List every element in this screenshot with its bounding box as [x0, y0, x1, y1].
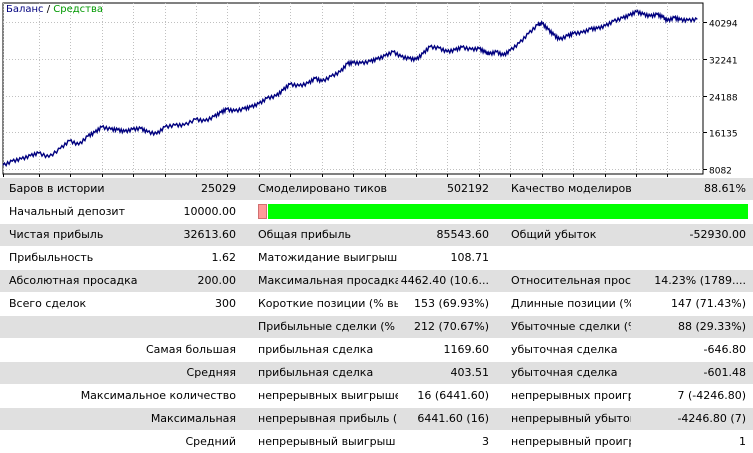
- report-label: Начальный депозит: [9, 205, 125, 218]
- report-label: непрерывная прибыль (чи...: [258, 412, 398, 425]
- report-value: 200.00: [197, 274, 237, 287]
- report-value: 32613.60: [183, 228, 237, 241]
- y-tick-label: 24188: [709, 94, 738, 104]
- report-value: 3: [482, 435, 489, 448]
- report-row: Прибыльность 1.62 Матожидание выигрыша 108.…: [0, 247, 753, 269]
- report-label: прибыльная сделка: [258, 343, 374, 356]
- report-value: -601.48: [703, 366, 746, 379]
- report-value: 14.23% (1789....: [654, 274, 746, 287]
- report-label: непрерывный выигрыш: [258, 435, 396, 448]
- report-row: Прибыльные сделки (% о... 212 (70.67%) Убы…: [0, 316, 753, 338]
- report-label: Длинные позиции (% вы...: [511, 297, 631, 310]
- report-row: Баров в истории 25029 Смоделировано тиков 5…: [0, 178, 753, 200]
- report-value: 16 (6441.60): [417, 389, 489, 402]
- report-label: Чистая прибыль: [9, 228, 104, 241]
- report-label: Общая прибыль: [258, 228, 351, 241]
- report-label: Абсолютная просадка: [9, 274, 138, 287]
- y-tick-label: 32241: [709, 57, 738, 67]
- legend-equity: Средства: [53, 4, 104, 15]
- report-value: 1169.60: [443, 343, 490, 356]
- report-value: 153 (69.93%): [413, 297, 489, 310]
- report-value: 6441.60 (16): [417, 412, 489, 425]
- report-label: Максимальная просадка: [258, 274, 398, 287]
- report-label: Общий убыток: [511, 228, 597, 241]
- report-label: непрерывный убыток (чи...: [511, 412, 631, 425]
- chart-svg: 4029432241241881613580820315886113141168…: [1, 2, 738, 182]
- report-label: непрерывных проигрыше...: [511, 389, 631, 402]
- report-value: 108.71: [450, 251, 490, 264]
- report-label: Баров в истории: [9, 182, 105, 195]
- report-value: 1.62: [211, 251, 237, 264]
- y-tick-label: 8082: [709, 167, 732, 177]
- report-value: 1: [739, 435, 746, 448]
- balance-series-line: [2, 9, 698, 168]
- report-row: Всего сделок 300 Короткие позиции (% вы...…: [0, 293, 753, 315]
- report-value: 4462.40 (10.6...: [400, 274, 489, 287]
- report-label: Прибыльность: [9, 251, 94, 264]
- report-value: -4246.80 (7): [677, 412, 746, 425]
- legend-balance: Баланс: [6, 4, 44, 15]
- report-label: Короткие позиции (% вы...: [258, 297, 398, 310]
- report-row: Средняя прибыльная сделка 403.51 убыточная …: [0, 362, 753, 384]
- report-label: Качество моделирования: [511, 182, 631, 195]
- report-value: 25029: [201, 182, 236, 195]
- quality-bar-good-segment: [268, 204, 748, 219]
- legend-separator: /: [43, 4, 54, 15]
- report-value: 10000.00: [183, 205, 237, 218]
- report-row: Чистая прибыль 32613.60 Общая прибыль 85543…: [0, 224, 753, 246]
- report-row: Максимальная непрерывная прибыль (чи... 64…: [0, 408, 753, 430]
- report-value: -646.80: [703, 343, 746, 356]
- report-label: Убыточные сделки (% от...: [511, 320, 631, 333]
- report-label: Смоделировано тиков: [258, 182, 388, 195]
- report-value: Самая большая: [145, 343, 236, 356]
- y-tick-label: 40294: [709, 20, 738, 30]
- quality-bar-bad-segment: [258, 204, 267, 219]
- report-label: Матожидание выигрыша: [258, 251, 398, 264]
- report-row: Средний непрерывный выигрыш 3 непрерывный п…: [0, 431, 753, 453]
- y-tick-label: 16135: [709, 130, 738, 140]
- report-value: 300: [215, 297, 236, 310]
- report-row: Максимальное количество непрерывных выигр…: [0, 385, 753, 407]
- report-value: 85543.60: [436, 228, 490, 241]
- report-value: 88 (29.33%): [677, 320, 746, 333]
- report-label: прибыльная сделка: [258, 366, 374, 379]
- report-label: непрерывный проигрыш: [511, 435, 631, 448]
- report-label: убыточная сделка: [511, 343, 618, 356]
- report-value: 212 (70.67%): [413, 320, 489, 333]
- report-value: 7 (-4246.80): [677, 389, 746, 402]
- report-value: 403.51: [450, 366, 490, 379]
- report-label: непрерывных выигрыше...: [258, 389, 398, 402]
- report-label: Относительная просадка: [511, 274, 631, 287]
- balance-chart: 4029432241241881613580820315886113141168…: [0, 0, 753, 182]
- report-row: Абсолютная просадка 200.00 Максимальная пр…: [0, 270, 753, 292]
- report-value: Максимальная: [150, 412, 236, 425]
- report-value: 88.61%: [704, 182, 746, 195]
- report-value: Средний: [185, 435, 236, 448]
- report-label: убыточная сделка: [511, 366, 618, 379]
- modeling-quality-bar: [257, 204, 748, 220]
- report-label: Прибыльные сделки (% о...: [258, 320, 398, 333]
- report-value: 502192: [447, 182, 489, 195]
- report-row: Начальный депозит 10000.00: [0, 201, 753, 223]
- chart-legend: Баланс / Средства: [6, 4, 103, 15]
- report-value: Максимальное количество: [80, 389, 236, 402]
- report-value: Средняя: [186, 366, 236, 379]
- report-row: Самая большая прибыльная сделка 1169.60 убы…: [0, 339, 753, 361]
- report-value: -52930.00: [689, 228, 746, 241]
- report-label: Всего сделок: [9, 297, 87, 310]
- report-value: 147 (71.43%): [670, 297, 746, 310]
